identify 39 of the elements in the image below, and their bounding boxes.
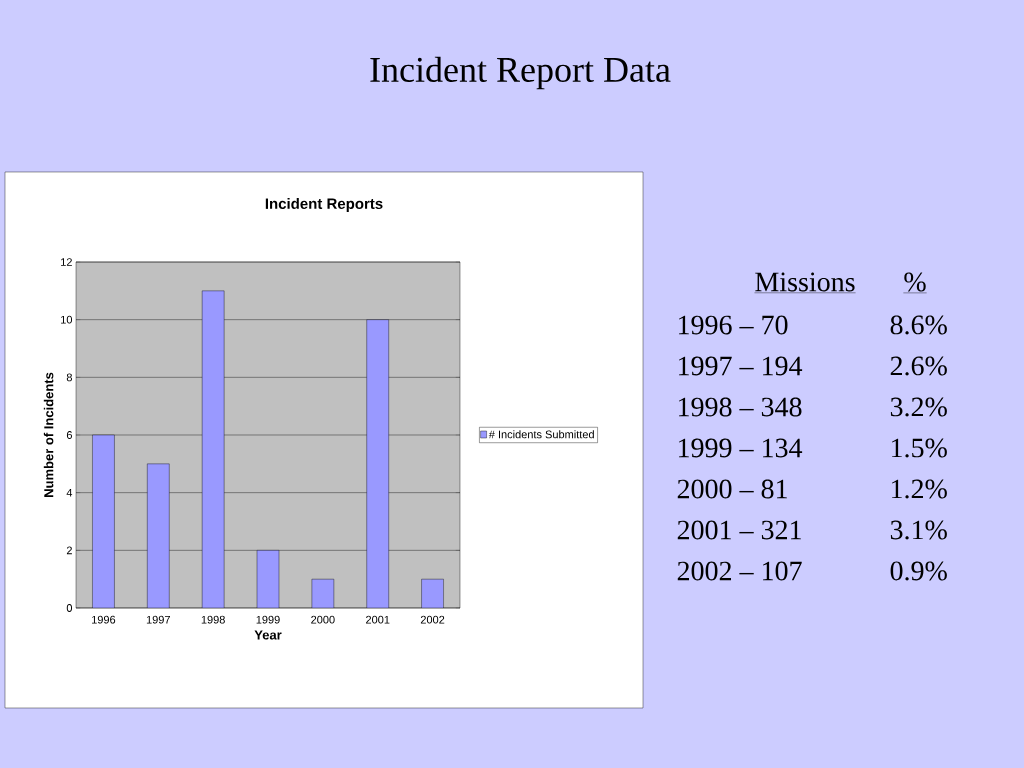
x-tick-label: 2000 bbox=[311, 615, 335, 624]
x-tick-label: 1996 bbox=[92, 615, 116, 624]
text: 1997 – 194 bbox=[679, 356, 803, 376]
x-axis-title: Year bbox=[254, 630, 282, 640]
x-tick-label: 1997 bbox=[146, 615, 170, 624]
bar bbox=[201, 290, 225, 608]
text: 2000 – 81 bbox=[677, 479, 787, 499]
y-tick-label: 6 bbox=[66, 431, 72, 439]
y-tick-label: 8 bbox=[66, 373, 72, 382]
x-tick-label: 2001 bbox=[366, 615, 390, 624]
text: 2001 – 321 bbox=[677, 520, 801, 540]
chart-title: Incident Report Data bbox=[370, 56, 671, 90]
text: 3.1% bbox=[890, 520, 947, 540]
bar bbox=[147, 463, 170, 608]
text: 1998 – 348 bbox=[679, 397, 802, 417]
y-tick-label: 10 bbox=[61, 315, 73, 324]
text: 1996 – 70 bbox=[679, 315, 788, 335]
y-tick-label: 2 bbox=[66, 546, 72, 555]
bar bbox=[366, 319, 389, 608]
text: 3.2% bbox=[890, 397, 947, 417]
x-tick-label: 2002 bbox=[420, 615, 445, 624]
x-tick-label: 1998 bbox=[201, 615, 225, 624]
chart-subtitle: Incident Reports bbox=[265, 198, 383, 212]
text: 8.6% bbox=[890, 315, 947, 335]
text: 1.5% bbox=[892, 438, 947, 458]
legend-label: # Incidents Submitted bbox=[488, 430, 594, 439]
text: 1999 – 134 bbox=[679, 438, 803, 458]
text: 2.6% bbox=[890, 356, 947, 376]
y-axis-title: Number of Incidents bbox=[43, 372, 54, 497]
bar bbox=[92, 434, 115, 608]
text: 1.2% bbox=[892, 479, 947, 499]
y-tick-label: 4 bbox=[66, 488, 73, 497]
y-tick-label: 0 bbox=[66, 604, 73, 612]
x-tick-label: 1999 bbox=[256, 615, 280, 624]
text: % bbox=[904, 272, 926, 292]
text: 0.9% bbox=[890, 561, 947, 581]
y-tick-label: 12 bbox=[61, 258, 72, 266]
text: 2002 – 107 bbox=[677, 561, 802, 581]
text: Missions bbox=[755, 272, 855, 292]
